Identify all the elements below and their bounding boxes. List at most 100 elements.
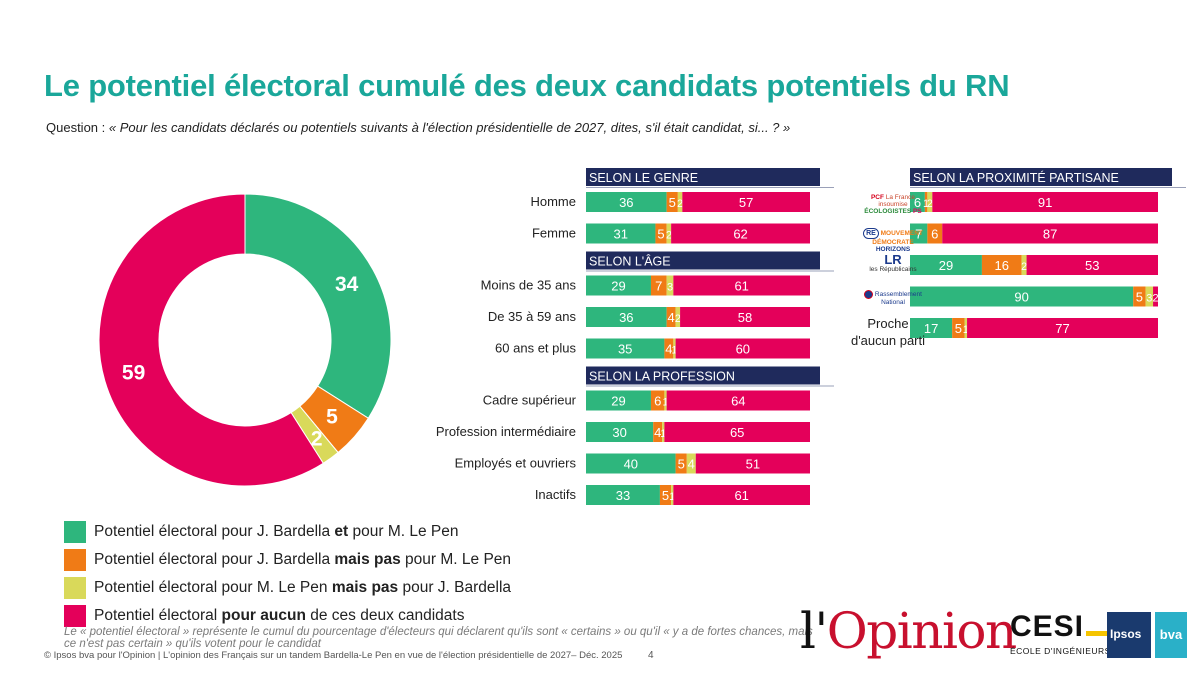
bar-segment <box>586 485 660 505</box>
bar-segment <box>666 307 676 327</box>
bar-value-label: 57 <box>739 195 753 210</box>
row-label: Femme <box>532 226 576 241</box>
centre-parties-logo: RE MOUVEMENT DÉMOCRATE HORIZONS <box>858 228 928 253</box>
bar-value-label: 77 <box>1055 321 1069 336</box>
donut-label-both: 34 <box>335 273 359 296</box>
bar-segment <box>675 453 687 474</box>
bar-segment <box>666 192 678 212</box>
cesi-logo-text: CESI <box>1010 610 1085 643</box>
legend: Potentiel électoral pour J. Bardella et … <box>64 518 511 630</box>
row-label: Moins de 35 ans <box>481 278 577 293</box>
bar-value-label: 5 <box>669 195 676 210</box>
question-prefix: Question : <box>46 120 109 135</box>
bar-value-label: 35 <box>618 342 632 357</box>
group-header: SELON LA PROFESSION <box>589 370 735 384</box>
group-header-bg <box>586 366 820 385</box>
bar-segment <box>653 422 663 442</box>
row-label: Homme <box>530 194 576 209</box>
bar-value-label: 2 <box>675 313 681 325</box>
bar-value-label: 64 <box>731 394 745 409</box>
row-label: De 35 à 59 ans <box>488 309 577 324</box>
bar-segment <box>664 338 674 359</box>
bar-segment <box>981 255 1022 275</box>
bar-segment <box>664 422 810 442</box>
legend-swatch-orange <box>64 549 86 571</box>
bar-segment <box>673 485 810 505</box>
horizons-logo-text: HORIZONS <box>875 246 911 253</box>
bar-value-label: 7 <box>915 227 922 242</box>
legend-swatch-green <box>64 521 86 543</box>
bar-value-label: 6 <box>914 195 921 210</box>
bar-value-label: 31 <box>613 227 627 242</box>
row-label: Employés et ouvriers <box>455 456 577 471</box>
bar-value-label: 6 <box>654 394 661 409</box>
donut-chart: 34 52 59 <box>98 193 392 487</box>
footnote: Le « potentiel électoral » représente le… <box>64 626 813 650</box>
row-label: Inactifs <box>535 487 577 502</box>
group-header: SELON LA PROXIMITÉ PARTISANE <box>913 170 1119 185</box>
bar-segment <box>666 223 672 244</box>
bar-value-label: 29 <box>939 258 953 273</box>
bar-segment <box>586 422 654 442</box>
bva-logo-text: bva <box>1155 612 1187 658</box>
bar-value-label: 3 <box>667 282 673 294</box>
bar-segment <box>967 318 1158 338</box>
legend-swatch-yellow <box>64 577 86 599</box>
ipsos-bva-logo: Ipsos bva <box>1107 612 1187 658</box>
bar-value-label: 36 <box>619 310 633 325</box>
bar-segment <box>650 275 667 296</box>
bar-value-label: 2 <box>677 198 683 210</box>
bar-value-label: 1 <box>662 397 668 409</box>
group-header-bg <box>910 168 1172 186</box>
legend-text-bardella-only: Potentiel électoral pour J. Bardella mai… <box>94 551 512 568</box>
bar-value-label: 4 <box>668 310 675 325</box>
group-header-bg <box>586 168 820 186</box>
bar-segment <box>1145 286 1154 307</box>
bar-segment <box>1153 286 1158 307</box>
bar-value-label: 5 <box>662 488 669 503</box>
row-label: 60 ans et plus <box>495 341 576 356</box>
ipsos-logo-text: Ipsos <box>1110 627 1142 641</box>
bar-segment <box>1133 286 1146 307</box>
bar-value-label: 7 <box>655 279 662 294</box>
bar-segment <box>675 307 681 327</box>
bar-value-label: 61 <box>734 488 748 503</box>
legend-item-both: Potentiel électoral pour J. Bardella et … <box>64 518 511 546</box>
bar-value-label: 90 <box>1014 290 1028 305</box>
bar-segment <box>586 307 667 327</box>
bar-segment <box>927 192 933 212</box>
bar-segment <box>671 223 810 244</box>
bar-segment <box>964 318 968 338</box>
bar-segment <box>666 390 810 411</box>
pcf-logo-text: PCF <box>870 194 884 201</box>
cesi-logo-bar <box>1086 631 1109 636</box>
bar-segment <box>927 223 943 244</box>
ecologistes-logo-text: ÉCOLOGISTES <box>864 208 912 215</box>
bar-value-label: 2 <box>1152 293 1158 305</box>
bar-segment <box>1026 255 1158 275</box>
rn-logo-text: Rassemblement National <box>874 291 922 306</box>
bar-value-label: 1 <box>923 198 929 210</box>
bar-segment <box>695 453 810 474</box>
legend-item-bardella-only: Potentiel électoral pour J. Bardella mai… <box>64 546 511 574</box>
bar-value-label: 5 <box>1136 290 1143 305</box>
bar-segment <box>586 275 651 296</box>
bar-segment <box>671 485 674 505</box>
bar-value-label: 60 <box>736 342 750 357</box>
legend-text-both: Potentiel électoral pour J. Bardella et … <box>94 523 459 540</box>
no-party-label: Proche d'aucun parti <box>850 316 926 348</box>
bar-value-label: 61 <box>734 279 748 294</box>
rn-logo-mark <box>864 290 874 299</box>
donut-label-none: 59 <box>122 361 145 384</box>
bar-value-label: 91 <box>1038 195 1052 210</box>
modem-logo-text: MOUVEMENT DÉMOCRATE <box>872 230 923 246</box>
ipsos-logo-box: Ipsos <box>1107 612 1151 658</box>
bar-segment <box>680 307 810 327</box>
legend-item-none: Potentiel électoral pour aucun de ces de… <box>64 602 511 630</box>
legend-text-none: Potentiel électoral pour aucun de ces de… <box>94 607 465 624</box>
bar-segment <box>664 390 667 411</box>
cesi-logo: CESI ÉCOLE D'INGÉNIEURS <box>1010 610 1111 657</box>
donut-label-bardella-only: 5 <box>326 406 338 429</box>
bar-value-label: 62 <box>733 227 747 242</box>
